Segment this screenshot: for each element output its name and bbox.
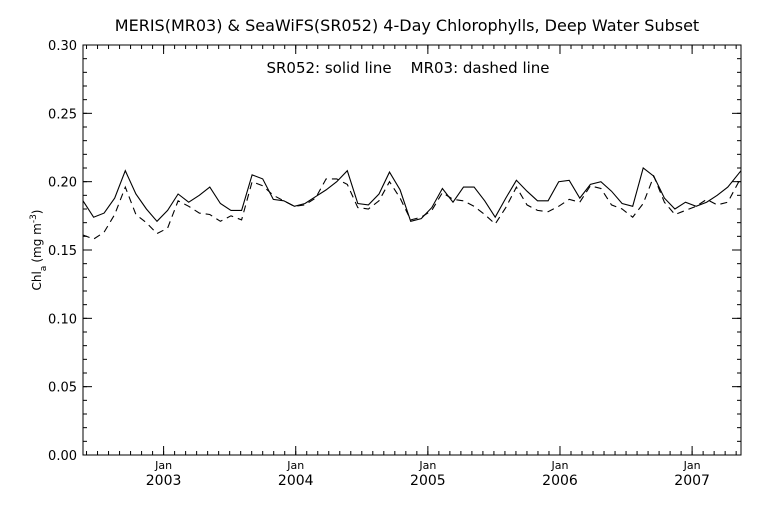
x-tick-year-label: 2007 xyxy=(674,473,710,489)
y-axis-ticks: 0.00 0.05 0.10 0.15 0.20 0.25 0.30 xyxy=(48,39,741,464)
y-tick-label: 0.05 xyxy=(48,381,77,396)
y-axis-label: Chla (mg m-3) xyxy=(29,209,49,290)
y-axis-label-quantity: Chl xyxy=(30,271,44,290)
series-line-mr03-dashed xyxy=(82,174,742,240)
x-tick-month-label: Jan xyxy=(286,459,304,472)
x-tick-year-label: 2004 xyxy=(278,473,314,489)
plot-frame xyxy=(82,44,742,456)
x-tick-month-label: Jan xyxy=(154,459,172,472)
y-tick-label: 0.10 xyxy=(48,312,77,327)
series-line-sr052-solid xyxy=(82,167,742,223)
x-tick-year-label: 2003 xyxy=(146,473,182,489)
y-tick-label: 0.15 xyxy=(48,244,77,259)
series-layer xyxy=(82,167,742,240)
x-tick-year-label: 2006 xyxy=(542,473,578,489)
y-axis-label-unit-close: ) xyxy=(30,209,44,214)
series-style-annotation: SR052: solid line MR03: dashed line xyxy=(266,59,549,77)
x-tick-year-label: 2005 xyxy=(410,473,446,489)
x-tick-month-label: Jan xyxy=(418,459,436,472)
y-axis-label-unit: (mg m xyxy=(30,223,44,263)
y-tick-label: 0.00 xyxy=(48,449,77,464)
y-tick-label: 0.25 xyxy=(48,107,77,122)
y-tick-label: 0.20 xyxy=(48,176,77,191)
x-tick-month-label: Jan xyxy=(683,459,701,472)
y-axis-label-exponent: -3 xyxy=(29,214,39,223)
y-tick-label: 0.30 xyxy=(48,39,77,54)
chart-title: MERIS(MR03) & SeaWiFS(SR052) 4-Day Chlor… xyxy=(115,16,699,35)
x-tick-month-label: Jan xyxy=(550,459,568,472)
y-axis-label-subscript: a xyxy=(39,266,49,272)
